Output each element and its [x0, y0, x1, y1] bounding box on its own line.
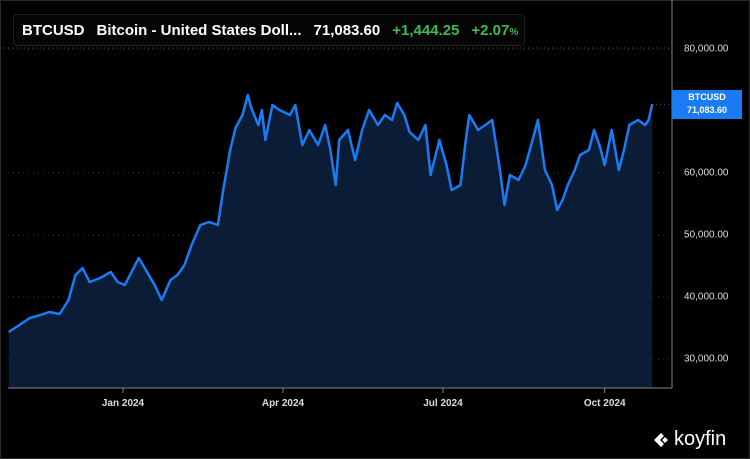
brand-name: koyfin	[674, 428, 727, 450]
symbol-name: Bitcoin - United States Doll...	[96, 21, 302, 39]
y-tick-label: 60,000.00	[684, 167, 729, 179]
price-line	[8, 93, 654, 334]
price-area-fill	[8, 95, 653, 388]
y-tick-label: 40,000.00	[684, 291, 729, 303]
last-price-tag: BTCUSD 71,083.60	[672, 90, 742, 119]
symbol-header: BTCUSD Bitcoin - United States Doll... 7…	[13, 14, 525, 46]
price-change: +1,444.25	[392, 21, 460, 39]
koyfin-logo-icon	[654, 432, 668, 447]
x-tick-label: Apr 2024	[261, 398, 305, 409]
tag-symbol: BTCUSD	[688, 92, 726, 102]
y-tick-label: 80,000.00	[684, 43, 729, 55]
symbol-ticker[interactable]: BTCUSD	[22, 21, 85, 39]
tag-value: 71,083.60	[686, 105, 728, 115]
x-tick-label: Oct 2024	[583, 398, 626, 409]
koyfin-logo[interactable]: koyfin	[652, 428, 726, 451]
price-change-pct: +2.07%	[471, 21, 519, 39]
x-tick-label: Jan 2024	[101, 398, 145, 409]
y-tick-label: 50,000.00	[684, 229, 729, 241]
last-price: 71,083.60	[313, 21, 381, 39]
y-tick-label: 30,000.00	[684, 353, 729, 365]
x-tick-label: Jul 2024	[423, 398, 463, 409]
